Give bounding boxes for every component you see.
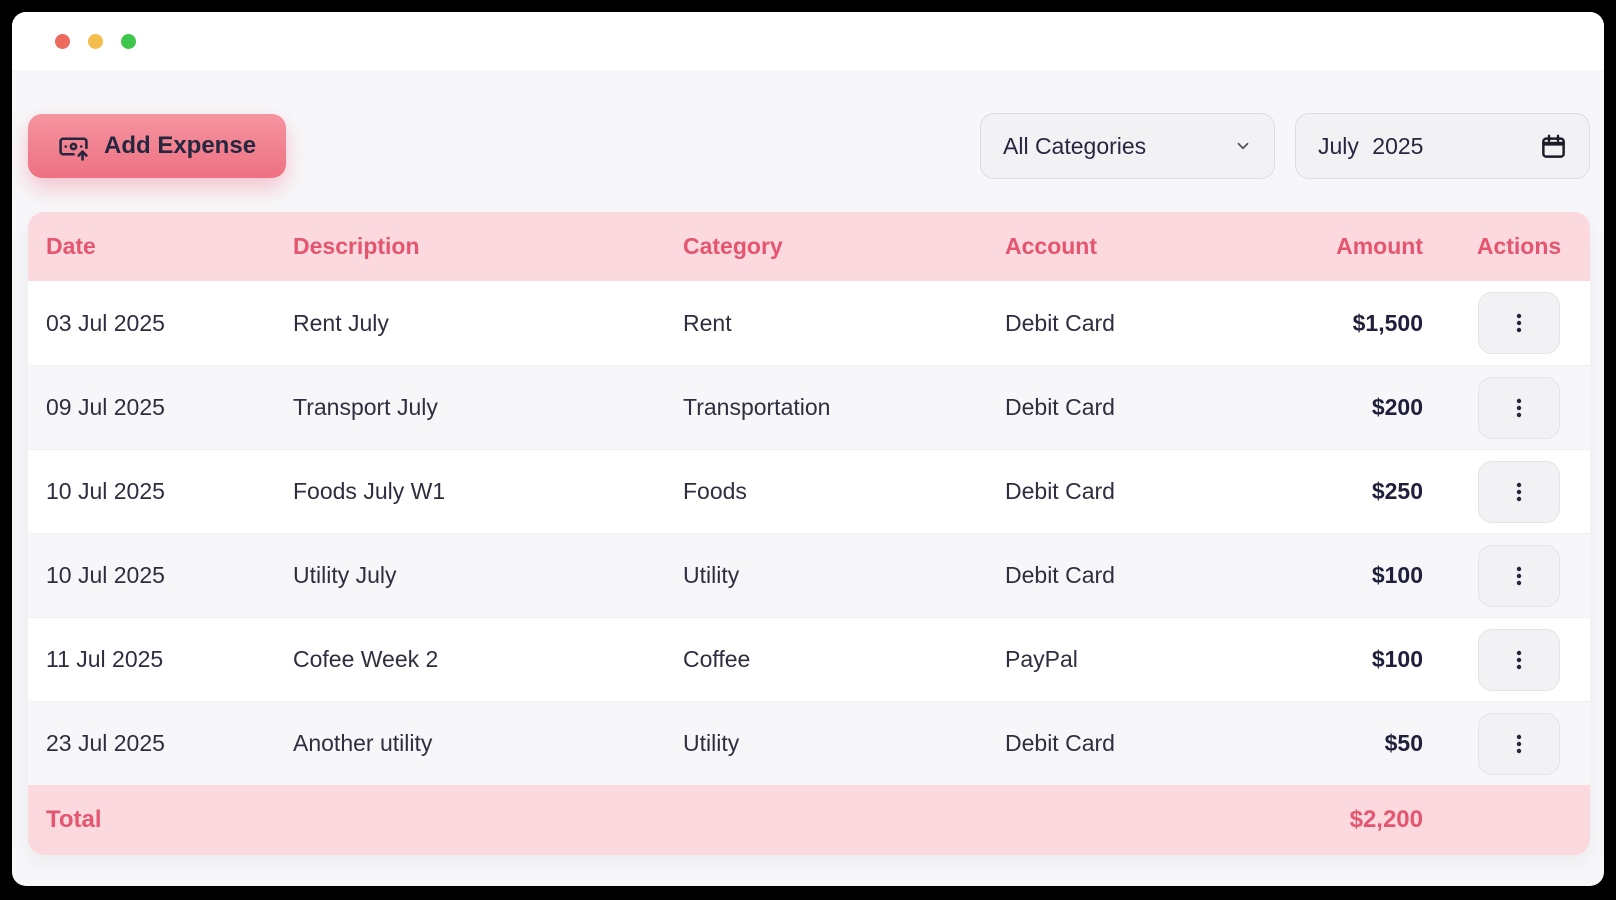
total-label: Total [46,806,102,833]
cell-description: Foods July W1 [293,478,446,504]
table-row: 09 Jul 2025 Transport July Transportatio… [28,365,1590,449]
row-actions-button[interactable] [1478,628,1560,691]
kebab-menu-icon [1507,648,1531,672]
cell-account: PayPal [1005,646,1078,672]
table-body: 03 Jul 2025 Rent July Rent Debit Card $1… [28,281,1590,785]
cell-amount: $100 [1371,646,1423,672]
cell-account: Debit Card [1005,478,1115,504]
cell-amount: $200 [1371,394,1423,420]
table-header-row: Date Description Category Account Amount… [28,212,1590,281]
table-row: 10 Jul 2025 Foods July W1 Foods Debit Ca… [28,449,1590,533]
cell-amount: $100 [1371,562,1423,588]
cell-category: Utility [683,730,740,756]
cell-amount: $50 [1384,730,1423,756]
window-controls [55,33,136,49]
header-account: Account [1005,233,1097,259]
kebab-menu-icon [1507,732,1531,756]
add-expense-label: Add Expense [104,132,257,159]
expenses-table: Date Description Category Account Amount… [28,212,1590,855]
table-row: 10 Jul 2025 Utility July Utility Debit C… [28,533,1590,617]
cell-date: 23 Jul 2025 [46,730,165,756]
filters: All Categories July 2025 [980,113,1590,179]
chevron-down-icon [1234,137,1252,155]
cell-description: Cofee Week 2 [293,646,439,672]
category-filter-value: All Categories [1003,132,1147,159]
kebab-menu-icon [1507,480,1531,504]
kebab-menu-icon [1507,311,1531,335]
toolbar: Add Expense All Categories July 2025 [28,113,1590,179]
main-content: Add Expense All Categories July 2025 [12,113,1604,855]
table-total-row: Total $2,200 [28,785,1590,855]
add-expense-button[interactable]: Add Expense [28,114,287,178]
cell-category: Transportation [683,394,831,420]
cell-account: Debit Card [1005,730,1115,756]
row-actions-button[interactable] [1478,292,1560,354]
cell-date: 11 Jul 2025 [46,646,164,672]
month-filter-value: July 2025 [1318,132,1424,159]
cell-amount: $1,500 [1352,309,1423,336]
minimize-window-button[interactable] [88,33,103,49]
table-row: 23 Jul 2025 Another utility Utility Debi… [28,701,1590,785]
close-window-button[interactable] [55,33,70,49]
header-actions: Actions [1476,233,1562,259]
cell-description: Transport July [293,394,438,420]
banknote-arrow-up-icon [58,131,89,162]
maximize-window-button[interactable] [121,33,136,49]
cell-date: 03 Jul 2025 [46,309,165,336]
cell-amount: $250 [1371,478,1423,504]
cell-category: Utility [683,562,740,588]
category-filter-select[interactable]: All Categories [980,113,1275,179]
month-filter-input[interactable]: July 2025 [1295,113,1590,179]
row-actions-button[interactable] [1478,460,1560,523]
table-row: 03 Jul 2025 Rent July Rent Debit Card $1… [28,281,1590,365]
row-actions-button[interactable] [1478,544,1560,607]
app-window: Add Expense All Categories July 2025 [12,12,1604,886]
cell-description: Another utility [293,730,433,756]
cell-account: Debit Card [1005,394,1115,420]
cell-description: Rent July [293,309,389,336]
cell-date: 10 Jul 2025 [46,562,165,588]
row-actions-button[interactable] [1478,376,1560,439]
cell-date: 10 Jul 2025 [46,478,165,504]
window-titlebar [12,12,1604,70]
cell-category: Foods [683,478,747,504]
cell-description: Utility July [293,562,397,588]
table-row: 11 Jul 2025 Cofee Week 2 Coffee PayPal $… [28,617,1590,701]
cell-category: Coffee [683,646,751,672]
cell-account: Debit Card [1005,309,1115,336]
row-actions-button[interactable] [1478,712,1560,775]
total-amount: $2,200 [1349,806,1423,833]
header-description: Description [293,233,420,259]
header-category: Category [683,233,783,259]
cell-category: Rent [683,309,732,336]
kebab-menu-icon [1507,564,1531,588]
calendar-icon [1540,133,1567,160]
cell-account: Debit Card [1005,562,1115,588]
cell-date: 09 Jul 2025 [46,394,165,420]
header-amount: Amount [1336,233,1423,259]
kebab-menu-icon [1507,396,1531,420]
header-date: Date [46,233,96,259]
